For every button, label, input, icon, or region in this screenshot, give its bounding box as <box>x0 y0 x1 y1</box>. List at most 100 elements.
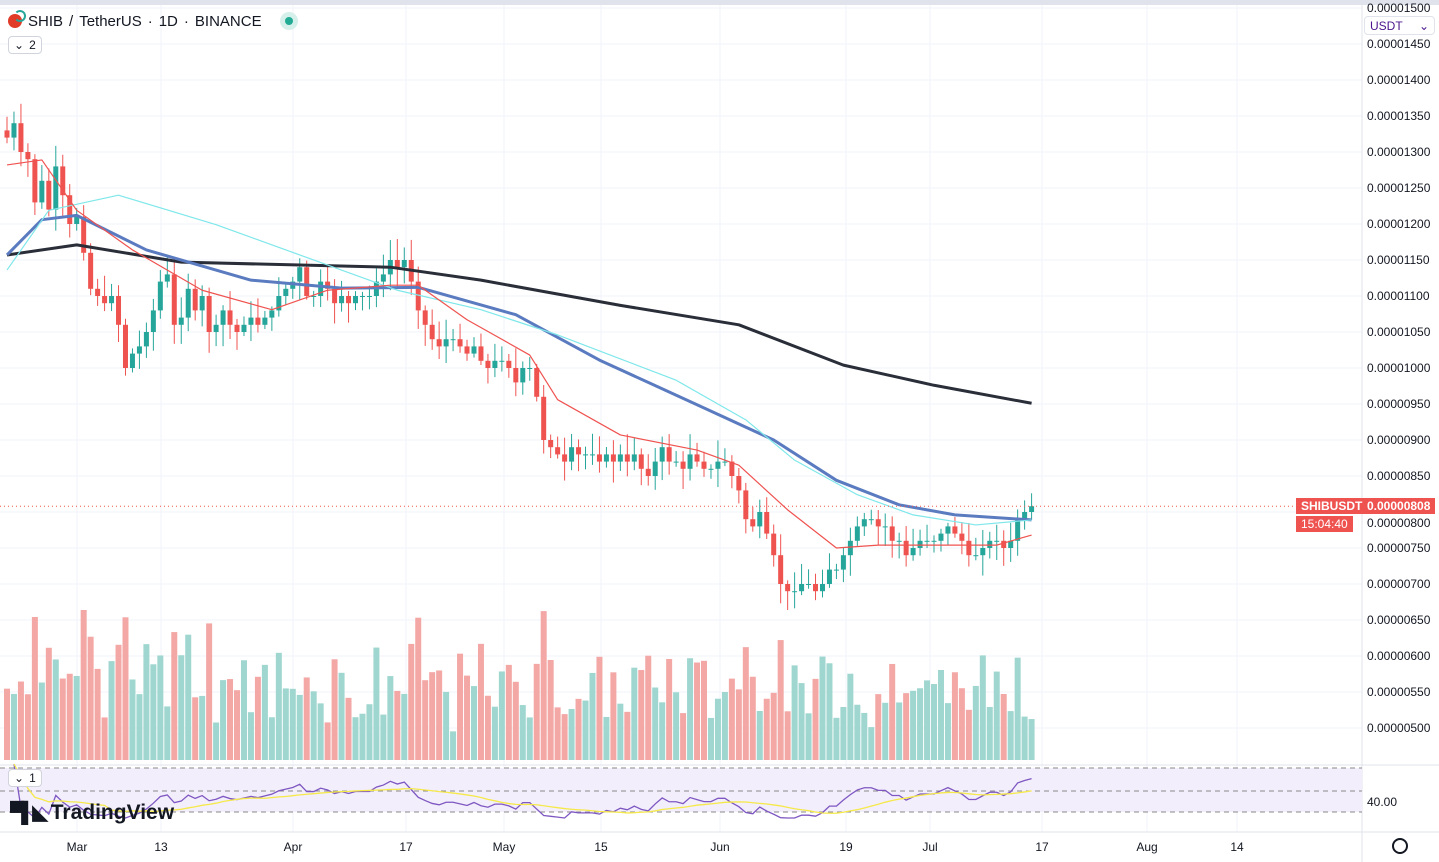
rsi-background <box>0 768 1362 812</box>
volume-bar <box>227 679 234 760</box>
volume-bar <box>206 623 213 760</box>
candle-body <box>952 526 958 534</box>
candle-body <box>143 332 149 347</box>
volume-bar <box>157 655 164 760</box>
volume-bar <box>603 716 610 760</box>
candle-body <box>861 519 867 527</box>
rsi-line <box>13 763 1032 819</box>
candle-body <box>366 296 372 297</box>
volume-bar <box>972 685 979 760</box>
candle-body <box>569 447 575 462</box>
volume-bar <box>143 644 150 760</box>
candle-body <box>248 317 254 325</box>
candle-body <box>276 296 282 311</box>
candle-body <box>736 476 742 491</box>
volume-bar <box>896 702 903 760</box>
volume-bar <box>115 644 122 760</box>
volume-bar <box>254 676 261 760</box>
volume-bar <box>192 697 199 760</box>
candle-body <box>945 526 951 534</box>
symbol-legend[interactable]: SHIB / TetherUS · 1D · BINANCE <box>8 10 298 30</box>
volume-bar <box>199 695 206 760</box>
candle-body <box>415 281 421 311</box>
price-tick-label: 0.00000950 <box>1367 397 1431 411</box>
candle-body <box>304 267 310 296</box>
indicators-toggle[interactable]: ⌄ 2 <box>8 36 42 54</box>
candle-body <box>826 569 832 584</box>
volume-bar <box>261 664 268 760</box>
last-price-tag: 0.00000808 <box>1363 498 1435 514</box>
volume-bar <box>178 655 185 760</box>
volume-bar <box>457 653 464 760</box>
volume-bar <box>777 640 784 760</box>
candle-body <box>771 533 777 556</box>
volume-bar <box>547 659 554 760</box>
candle-body <box>262 317 268 325</box>
candle-body <box>987 540 993 548</box>
volume-bar <box>910 690 917 760</box>
candle-body <box>206 296 212 332</box>
candle-body <box>429 324 435 340</box>
candle-body <box>95 288 101 296</box>
candle-body <box>1008 540 1014 548</box>
volume-bar <box>359 713 366 760</box>
price-tick-label: 0.00001500 <box>1367 1 1431 15</box>
market-open-icon <box>279 12 298 30</box>
candle-body <box>778 555 784 584</box>
candle-body <box>380 274 386 282</box>
candle-body <box>164 274 170 282</box>
volume-bar <box>94 668 101 760</box>
volume-bar <box>240 660 247 760</box>
settings-gear-icon[interactable] <box>1392 838 1408 854</box>
currency-label: USDT <box>1370 19 1403 33</box>
volume-bar <box>1028 719 1035 760</box>
candle-body <box>715 461 721 469</box>
currency-select[interactable]: USDT ⌄ <box>1364 16 1435 35</box>
time-tick-label: 13 <box>154 840 168 854</box>
candle-body <box>213 324 219 332</box>
volume-bar <box>568 708 575 760</box>
chart-canvas[interactable] <box>0 5 1439 862</box>
candle-body <box>903 540 909 556</box>
candle-body <box>541 396 547 440</box>
volume-bar <box>331 659 338 760</box>
volume-bar <box>24 694 31 760</box>
volume-bar <box>380 714 387 760</box>
volume-bar <box>861 712 868 760</box>
volume-bar <box>917 688 924 760</box>
volume-bar <box>575 698 582 760</box>
volume-bar <box>756 710 763 760</box>
tradingview-logo[interactable]: ▀▌◣ TradingView <box>10 800 174 825</box>
volume-bar <box>289 688 296 760</box>
volume-bar <box>415 617 422 760</box>
candle-body <box>589 454 595 456</box>
volume-bar <box>986 706 993 760</box>
price-tick-label: 0.00001350 <box>1367 109 1431 123</box>
volume-bar <box>17 681 24 760</box>
volume-bar <box>268 717 275 760</box>
volume-bar <box>645 655 652 760</box>
candle-body <box>708 468 714 470</box>
volume-bar <box>1000 694 1007 760</box>
volume-bar <box>345 697 352 760</box>
volume-bar <box>721 692 728 760</box>
moving-average-line <box>6 159 1032 549</box>
candle-body <box>847 540 853 556</box>
separator: · <box>183 12 189 30</box>
time-tick-label: Apr <box>283 840 303 854</box>
volume-bar <box>38 682 45 760</box>
price-tick-label: 0.00000800 <box>1367 516 1431 530</box>
volume-bar <box>533 663 540 760</box>
volume-bar <box>338 672 345 760</box>
pane-indicators-toggle[interactable]: ⌄ 1 <box>8 769 42 787</box>
time-tick-label: Jun <box>710 840 730 854</box>
candle-body <box>339 296 345 304</box>
volume-bar <box>59 678 66 760</box>
volume-bar <box>10 693 17 760</box>
candle-body <box>966 540 972 556</box>
volume-bar <box>847 673 854 760</box>
candle-body <box>346 296 352 304</box>
candle-body <box>102 296 108 304</box>
candle-body <box>234 324 240 332</box>
volume-bar <box>366 704 373 760</box>
